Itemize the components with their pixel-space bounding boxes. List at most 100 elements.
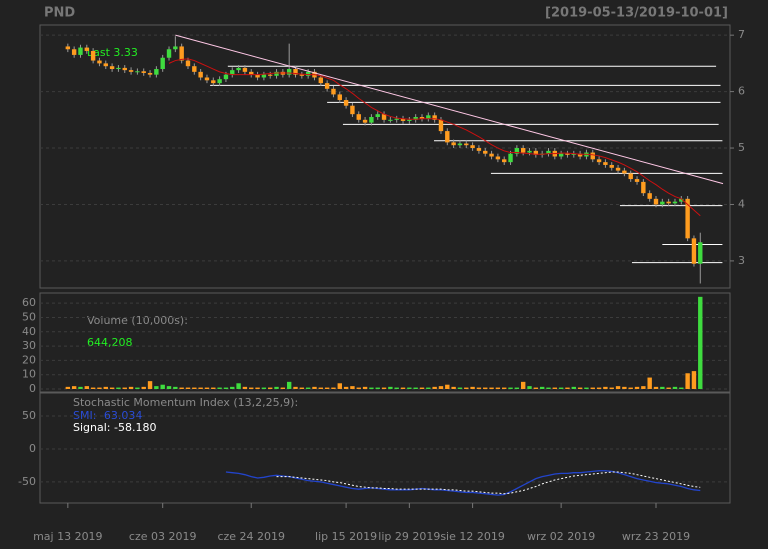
volume-bar xyxy=(65,386,71,389)
volume-bar xyxy=(691,371,697,389)
volume-bar xyxy=(305,387,311,389)
volume-bar xyxy=(432,386,437,389)
candle-body xyxy=(109,66,115,70)
candle-body xyxy=(179,46,184,61)
candle-body xyxy=(185,60,191,67)
volume-bar xyxy=(324,387,330,389)
volume-bar xyxy=(192,387,197,389)
volume-bar xyxy=(103,386,108,389)
candle-body xyxy=(65,46,71,50)
volume-bar xyxy=(343,386,349,389)
candle-body xyxy=(609,164,614,168)
y-tick-label: 7 xyxy=(738,28,745,41)
volume-bar xyxy=(160,384,165,389)
volume-bar xyxy=(520,381,526,389)
volume-bar xyxy=(173,386,178,389)
smi-tick-label: -50 xyxy=(18,475,36,488)
signal-line xyxy=(276,471,701,495)
volume-bar xyxy=(268,387,273,389)
volume-bar xyxy=(128,386,134,389)
volume-bar xyxy=(154,386,159,389)
signal-label: Signal: -58.180 xyxy=(73,421,156,434)
candle-body xyxy=(84,47,90,51)
volume-bar xyxy=(280,387,286,389)
candle-body xyxy=(375,114,380,117)
y-tick-label: 6 xyxy=(738,85,745,98)
y-tick-label: 5 xyxy=(738,141,745,154)
volume-bar xyxy=(457,387,463,389)
candle-body xyxy=(476,148,482,151)
candle-body xyxy=(546,150,551,154)
candle-body xyxy=(261,74,267,78)
volume-bar xyxy=(116,387,121,389)
candle-body xyxy=(603,162,608,165)
candle-body xyxy=(400,118,406,121)
volume-bar xyxy=(109,387,115,389)
candle-body xyxy=(173,46,178,50)
candle-body xyxy=(577,153,583,157)
volume-bar xyxy=(438,386,444,389)
volume-tick-label: 20 xyxy=(22,353,36,366)
x-tick-label: cze 03 2019 xyxy=(129,530,197,543)
volume-bar xyxy=(558,387,564,389)
volume-bar xyxy=(394,387,399,389)
candle-body xyxy=(691,238,697,264)
candle-body xyxy=(204,77,210,81)
candle-body xyxy=(293,69,298,75)
date-range: [2019-05-13/2019-10-01] xyxy=(545,6,728,21)
smi-panel xyxy=(39,392,731,504)
candle-body xyxy=(381,114,387,120)
x-tick-label: lip 29 2019 xyxy=(378,530,440,543)
volume-bar xyxy=(274,386,279,389)
candle-body xyxy=(166,49,172,58)
candle-body xyxy=(470,145,475,149)
sma-line xyxy=(168,58,701,217)
volume-bar xyxy=(122,387,127,389)
volume-bar xyxy=(381,387,387,389)
volume-bar xyxy=(369,387,374,389)
smi-line xyxy=(225,470,701,496)
candle-body xyxy=(495,156,501,160)
candle-body xyxy=(565,153,570,155)
candle-body xyxy=(457,143,463,146)
volume-bar xyxy=(84,386,90,389)
volume-bar xyxy=(577,387,583,389)
volume-bar xyxy=(97,387,102,389)
candle-body xyxy=(394,118,399,120)
y-tick-label: 4 xyxy=(738,197,745,210)
volume-bar xyxy=(236,383,241,389)
volume-bar xyxy=(350,386,355,389)
candle-body xyxy=(318,77,324,84)
smi-title: Stochastic Momentum Index (13,2,25,9): xyxy=(73,396,298,409)
candle-body xyxy=(369,116,374,123)
candle-body xyxy=(660,201,665,205)
candle-body xyxy=(350,105,355,115)
candle-body xyxy=(90,50,96,61)
candle-body xyxy=(324,83,330,89)
volume-bar xyxy=(552,387,558,389)
candle-body xyxy=(236,67,241,71)
volume-bar xyxy=(622,386,627,389)
price-panel xyxy=(39,24,731,289)
candle-body xyxy=(508,153,513,163)
volume-bar xyxy=(596,387,602,389)
candle-body xyxy=(71,49,77,55)
volume-bar xyxy=(141,386,146,389)
x-tick-label: cze 24 2019 xyxy=(217,530,285,543)
volume-bar xyxy=(198,387,203,389)
candle-body xyxy=(223,74,229,80)
candle-body xyxy=(520,148,526,153)
volume-bar xyxy=(666,387,671,389)
volume-bar xyxy=(230,386,235,389)
candle-body xyxy=(299,74,305,76)
x-tick-label: wrz 02 2019 xyxy=(527,530,595,543)
volume-bar xyxy=(261,387,267,389)
candle-body xyxy=(641,181,646,194)
volume-bar xyxy=(204,387,210,389)
volume-bar xyxy=(571,386,576,389)
candle-body xyxy=(192,66,197,72)
volume-bar xyxy=(470,386,475,389)
candle-body xyxy=(596,159,602,163)
volume-bar xyxy=(615,386,621,389)
volume-tick-label: 10 xyxy=(22,368,36,381)
